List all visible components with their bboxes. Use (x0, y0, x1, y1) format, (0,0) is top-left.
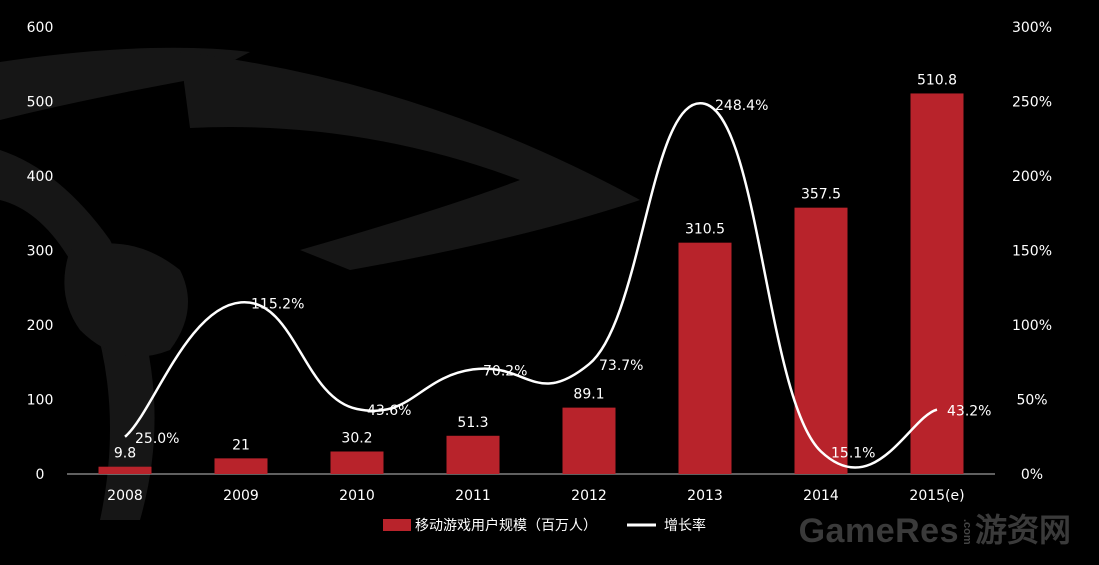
x-tick-label: 2015(e) (909, 488, 964, 504)
bar-value-label: 510.8 (917, 72, 957, 88)
line-value-label: 43.2% (947, 404, 991, 420)
x-axis-labels: 2008 2009 2010 2011 2012 2013 2014 2015(e) (107, 488, 964, 504)
bar (330, 451, 384, 474)
watermark: GameRes .com 游资网 (799, 505, 1071, 551)
line-value-label: 43.6% (367, 403, 411, 419)
legend-swatch-bar (383, 519, 411, 531)
bar-value-label: 51.3 (457, 415, 488, 431)
x-tick-label: 2013 (687, 488, 723, 504)
x-tick-label: 2010 (339, 488, 375, 504)
bar-value-label: 357.5 (801, 187, 841, 203)
bar (446, 435, 500, 474)
bar-value-label: 30.2 (341, 431, 372, 447)
left-tick-label: 400 (27, 169, 54, 185)
right-tick-label: 0% (1021, 467, 1043, 483)
growth-rate-line (124, 102, 938, 469)
right-tick-label: 50% (1016, 393, 1047, 409)
left-tick-label: 500 (27, 95, 54, 111)
x-tick-label: 2014 (803, 488, 839, 504)
right-axis: 0% 50% 100% 150% 200% 250% 300% (1012, 20, 1052, 483)
line-value-label: 73.7% (599, 358, 643, 374)
left-axis: 0 100 200 300 400 500 600 (27, 20, 54, 483)
right-tick-label: 100% (1012, 318, 1052, 334)
legend: 移动游戏用户规模（百万人） 增长率 (383, 517, 706, 534)
line-value-labels: 25.0% 115.2% 43.6% 70.2% 73.7% 248.4% 15.1% 43.… (135, 98, 991, 462)
line-value-label: 115.2% (251, 296, 304, 312)
right-tick-label: 300% (1012, 20, 1052, 36)
bar-value-labels: 9.8 21 30.2 51.3 89.1 310.5 357.5 510.8 (114, 72, 957, 461)
watermark-dot: .com (960, 519, 973, 545)
x-tick-label: 2012 (571, 488, 607, 504)
line-value-label: 25.0% (135, 431, 179, 447)
left-tick-label: 300 (27, 244, 54, 260)
bar (678, 242, 732, 474)
line-value-label: 70.2% (483, 363, 527, 379)
legend-label-bar: 移动游戏用户规模（百万人） (415, 517, 597, 534)
left-tick-label: 200 (27, 318, 54, 334)
x-tick-label: 2011 (455, 488, 491, 504)
left-tick-label: 100 (27, 393, 54, 409)
watermark-cn: 游资网 (974, 511, 1071, 549)
left-tick-label: 0 (36, 467, 45, 483)
bar-value-label: 21 (232, 437, 250, 453)
watermark-en: GameRes (798, 512, 959, 550)
bar-value-label: 9.8 (114, 446, 136, 462)
legend-label-line: 增长率 (664, 517, 706, 534)
background-logo-shape (0, 47, 640, 520)
bar-value-label: 89.1 (573, 387, 604, 403)
bar-value-label: 310.5 (685, 222, 725, 238)
x-tick-label: 2009 (223, 488, 259, 504)
left-tick-label: 600 (27, 20, 54, 36)
right-tick-label: 150% (1012, 244, 1052, 260)
line-value-label: 248.4% (715, 98, 768, 114)
bar (214, 458, 268, 474)
bar (98, 466, 152, 474)
line-value-label: 15.1% (831, 446, 875, 462)
right-tick-label: 250% (1012, 95, 1052, 111)
x-tick-label: 2008 (107, 488, 143, 504)
right-tick-label: 200% (1012, 169, 1052, 185)
bar (562, 407, 616, 474)
bar (794, 207, 848, 474)
